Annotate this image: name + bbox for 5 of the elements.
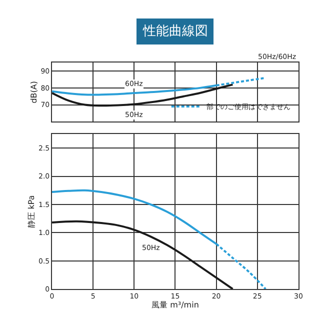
y-axis-title: dB(A) (29, 81, 38, 104)
chart-title: 性能曲線図 (142, 24, 208, 39)
x-axis-title: 風量 m³/min (152, 300, 199, 310)
line-series (52, 220, 234, 289)
y-axis-title: 静圧 kPa (27, 195, 36, 228)
